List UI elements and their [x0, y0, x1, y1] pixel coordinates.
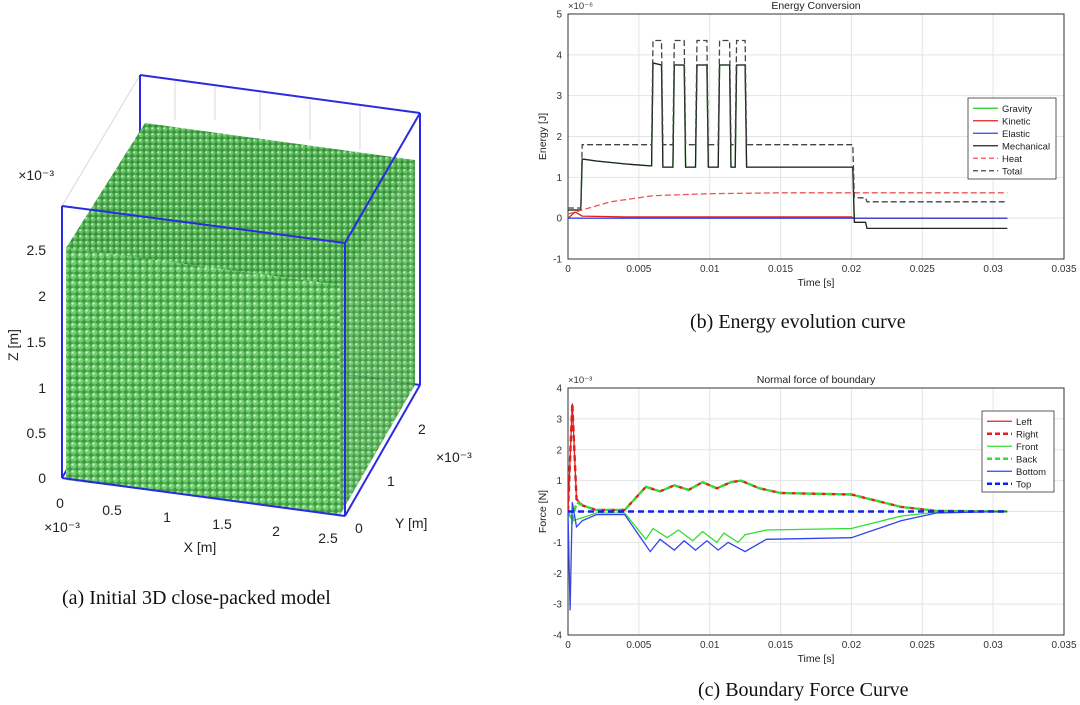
x-exponent: ×10⁻³	[44, 519, 80, 535]
force-y-axis-label: Force [N]	[537, 490, 549, 533]
energy-y-tick-label: 3	[556, 91, 562, 102]
energy-y-tick-label: 0	[556, 214, 562, 225]
energy-y-tick-label: 2	[556, 132, 562, 143]
energy-x-tick-label: 0	[565, 264, 571, 275]
force-y-tick-label: 0	[556, 507, 562, 518]
energy-frame	[567, 13, 1065, 260]
z-axis: 0 0.5 1 1.5 2 2.5 ×10⁻³ Z [m]	[5, 167, 54, 486]
z-tick: 2.5	[27, 242, 47, 258]
y-axis: 0 1 2 ×10⁻³ Y [m]	[355, 421, 472, 536]
force-x-tick-label: 0.025	[910, 640, 935, 651]
energy-y-axis-label: Energy [J]	[537, 113, 549, 160]
z-tick: 0	[38, 470, 46, 486]
energy-legend-label: Gravity	[1002, 104, 1032, 115]
cube-model-figure: 0 0.5 1 1.5 2 2.5 ×10⁻³ Z [m] 0 0.5 1 1.…	[5, 74, 472, 555]
x-tick: 0.5	[102, 502, 122, 518]
z-tick: 2	[38, 288, 46, 304]
energy-legend-label: Kinetic	[1002, 116, 1031, 127]
force-legend-label: Top	[1016, 479, 1031, 490]
energy-y-multiplier: ×10⁻⁶	[568, 1, 593, 12]
y-axis-label: Y [m]	[395, 515, 427, 531]
force-y-tick-label: -3	[553, 600, 562, 611]
energy-series-group	[568, 39, 1008, 230]
energy-x-tick-label: 0.005	[626, 264, 651, 275]
z-tick: 1	[38, 380, 46, 396]
energy-x-tick-label: 0.02	[842, 264, 862, 275]
energy-legend-label: Mechanical	[1002, 141, 1050, 152]
force-legend-label: Back	[1016, 454, 1037, 465]
force-y-tick-label: 1	[556, 476, 562, 487]
y-tick: 2	[418, 421, 426, 437]
x-axis-label: X [m]	[184, 539, 217, 555]
x-tick: 0	[56, 495, 64, 511]
x-axis: 0 0.5 1 1.5 2 2.5 ×10⁻³ X [m]	[44, 495, 338, 555]
force-x-tick-label: 0	[565, 640, 571, 651]
x-tick: 2	[272, 523, 280, 539]
y-exponent: ×10⁻³	[436, 449, 472, 465]
energy-legend-box	[967, 97, 1057, 180]
force-series-back-line	[568, 479, 1008, 525]
force-y-tick-label: 2	[556, 445, 562, 456]
force-legend-box	[981, 410, 1055, 493]
energy-series-total-line	[568, 39, 1008, 209]
energy-x-tick-label: 0.03	[983, 264, 1003, 275]
energy-legend-label: Heat	[1002, 154, 1022, 165]
caption-c: (c) Boundary Force Curve	[698, 679, 909, 701]
energy-x-axis-label: Time [s]	[798, 277, 835, 289]
force-x-tick-label: 0.02	[842, 640, 862, 651]
force-legend-label: Front	[1016, 442, 1039, 453]
energy-x-tick-label: 0.035	[1051, 264, 1076, 275]
force-y-tick-label: 4	[556, 384, 562, 395]
energy-legend-label: Total	[1002, 166, 1022, 177]
z-axis-label: Z [m]	[5, 329, 21, 361]
caption-a: (a) Initial 3D close-packed model	[62, 587, 331, 609]
force-y-tick-label: -1	[553, 538, 562, 549]
force-x-tick-label: 0.01	[700, 640, 720, 651]
x-tick: 2.5	[318, 530, 338, 546]
force-series-group	[568, 403, 1008, 611]
energy-x-tick-label: 0.01	[700, 264, 720, 275]
z-tick: 0.5	[27, 425, 47, 441]
force-y-multiplier: ×10⁻³	[568, 375, 592, 386]
energy-y-tick-label: -1	[553, 255, 562, 266]
energy-legend-label: Elastic	[1002, 129, 1030, 140]
x-tick: 1.5	[212, 516, 232, 532]
energy-chart-title: Energy Conversion	[771, 0, 860, 12]
force-y-tick-label: 3	[556, 414, 562, 425]
energy-series-heat-line	[568, 192, 1008, 215]
energy-y-tick-label: 1	[556, 173, 562, 184]
energy-x-tick-label: 0.015	[768, 264, 793, 275]
energy-y-tick-label: 4	[556, 50, 562, 61]
force-x-axis-label: Time [s]	[798, 653, 835, 665]
force-y-tick-label: -4	[553, 631, 562, 642]
z-exponent: ×10⁻³	[18, 167, 54, 183]
caption-b: (b) Energy evolution curve	[690, 311, 906, 333]
force-x-tick-label: 0.03	[983, 640, 1003, 651]
force-y-tick-label: -2	[553, 569, 562, 580]
force-series-front-line	[568, 510, 1008, 544]
energy-y-tick-label: 5	[556, 10, 562, 21]
force-legend-label: Bottom	[1016, 467, 1046, 478]
force-series-bottom-line	[568, 502, 1008, 611]
force-x-tick-label: 0.015	[768, 640, 793, 651]
particle-block	[66, 123, 415, 515]
force-chart: 0 0.005 0.01 0.015 0.02 0.025 0.03 0.035 -4 -3 -2 -…	[537, 374, 1077, 665]
z-tick: 1.5	[27, 334, 47, 350]
y-tick: 1	[387, 473, 395, 489]
force-legend-label: Left	[1016, 417, 1032, 428]
force-legend-label: Right	[1016, 429, 1039, 440]
cube-frame-front	[61, 112, 421, 517]
energy-chart: 0 0.005 0.01 0.015 0.02 0.025 0.03 0.035-101234…	[537, 0, 1077, 289]
force-x-tick-label: 0.035	[1051, 640, 1076, 651]
x-tick: 1	[163, 509, 171, 525]
force-x-tick-label: 0.005	[626, 640, 651, 651]
energy-x-tick-label: 0.025	[910, 264, 935, 275]
force-chart-title: Normal force of boundary	[757, 374, 876, 386]
y-tick: 0	[355, 520, 363, 536]
